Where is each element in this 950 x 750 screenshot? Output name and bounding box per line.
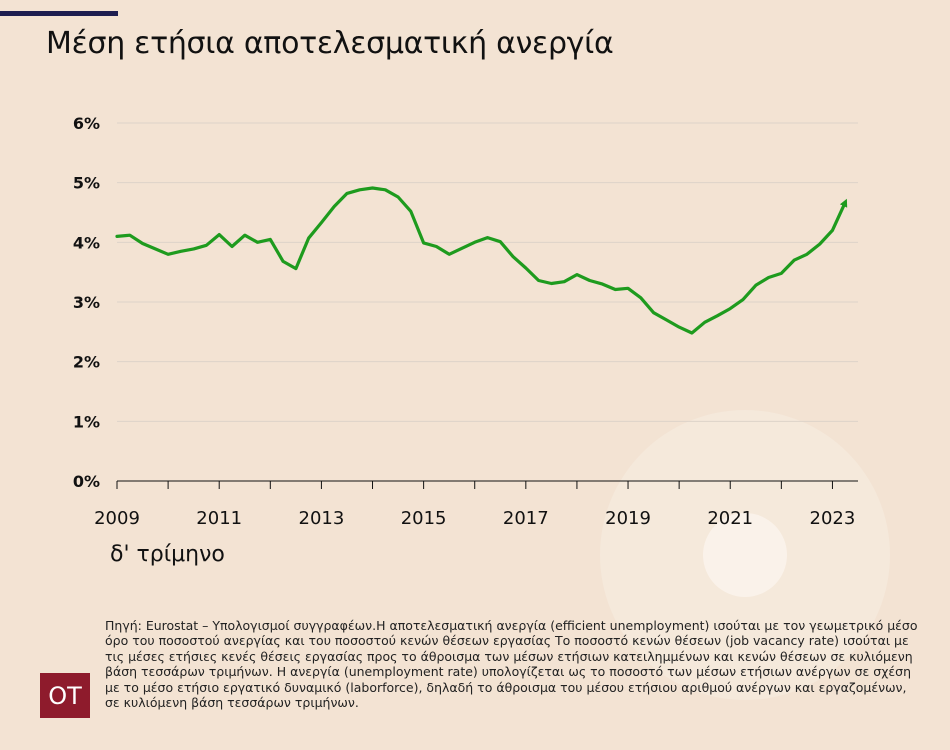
x-tick-label: 2017 bbox=[503, 508, 549, 529]
series-line bbox=[115, 186, 848, 335]
x-tick-label: 2011 bbox=[196, 508, 242, 529]
y-tick-label: 1% bbox=[73, 412, 100, 431]
y-tick-label: 4% bbox=[73, 233, 100, 252]
x-tick-label: 2023 bbox=[810, 508, 856, 529]
y-tick-label: 2% bbox=[73, 353, 100, 372]
x-tick-label: 2015 bbox=[401, 508, 447, 529]
x-axis-label: δ' τρίμηνο bbox=[110, 542, 225, 567]
y-tick-label: 6% bbox=[73, 114, 100, 133]
x-tick-label: 2009 bbox=[94, 508, 140, 529]
x-tick-label: 2013 bbox=[299, 508, 345, 529]
y-tick-label: 5% bbox=[73, 174, 100, 193]
ot-logo: OT bbox=[40, 673, 90, 718]
x-tick-label: 2021 bbox=[707, 508, 753, 529]
source-note: Πηγή: Eurostat – Υπολογισμοί συγγραφέων.… bbox=[105, 618, 918, 711]
y-tick-label: 0% bbox=[73, 472, 100, 491]
decor-circle-inner bbox=[703, 513, 787, 597]
top-accent-bar bbox=[0, 11, 118, 16]
chart-title: Μέση ετήσια αποτελεσματική ανεργία bbox=[46, 26, 614, 61]
y-tick-label: 3% bbox=[73, 293, 100, 312]
x-tick-label: 2019 bbox=[605, 508, 651, 529]
